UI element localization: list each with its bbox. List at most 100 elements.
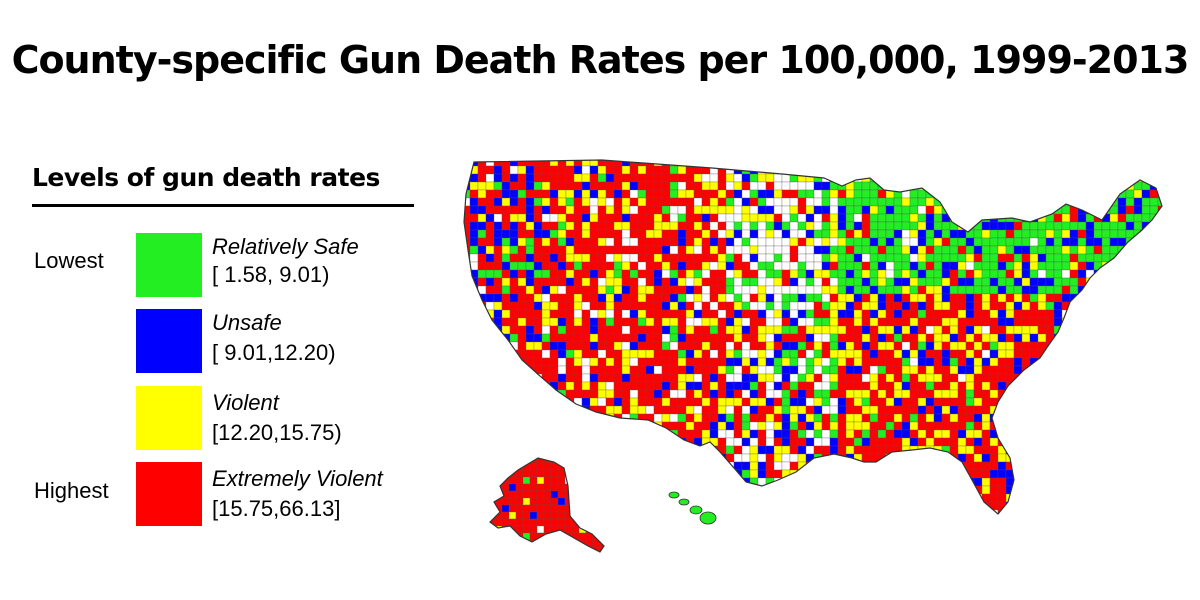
county-cell	[550, 539, 559, 548]
county-cell	[861, 485, 871, 495]
county-cell	[541, 165, 551, 175]
county-cell	[1093, 293, 1103, 303]
county-cell	[965, 493, 975, 503]
county-cell	[957, 373, 967, 383]
county-cell	[629, 205, 639, 215]
county-cell	[592, 462, 601, 471]
county-cell	[805, 493, 815, 503]
county-cell	[581, 453, 591, 463]
county-cell	[1133, 405, 1143, 415]
county-cell	[557, 229, 567, 239]
county-cell	[536, 546, 545, 552]
county-cell	[813, 189, 823, 199]
county-cell	[1085, 509, 1095, 514]
county-cell	[885, 277, 895, 287]
county-cell	[571, 476, 580, 485]
county-cell	[765, 341, 775, 351]
county-cell	[1061, 253, 1071, 263]
county-cell	[589, 365, 599, 375]
county-cell	[564, 546, 573, 552]
county-cell	[578, 518, 587, 527]
county-cell	[677, 205, 687, 215]
county-cell	[877, 269, 887, 279]
county-cell	[813, 261, 823, 271]
county-cell	[629, 477, 639, 487]
county-cell	[573, 181, 583, 191]
county-cell	[925, 205, 935, 215]
county-cell	[571, 483, 580, 492]
county-cell	[605, 477, 615, 487]
county-cell	[581, 413, 591, 423]
county-cell	[757, 501, 767, 511]
county-cell	[629, 325, 639, 335]
county-cell	[757, 317, 767, 327]
county-cell	[965, 173, 975, 183]
county-cell	[749, 301, 759, 311]
county-cell	[781, 501, 791, 511]
county-cell	[578, 546, 587, 552]
county-cell	[669, 421, 679, 431]
county-cell	[1053, 261, 1063, 271]
county-cell	[853, 197, 863, 207]
county-cell	[1021, 221, 1031, 231]
county-cell	[781, 245, 791, 255]
county-cell	[1045, 229, 1055, 239]
county-cell	[693, 469, 703, 479]
county-cell	[533, 389, 543, 399]
county-cell	[909, 197, 919, 207]
county-cell	[637, 365, 647, 375]
county-cell	[613, 229, 623, 239]
county-cell	[989, 173, 999, 183]
county-cell	[989, 365, 999, 375]
county-cell	[653, 405, 663, 415]
county-cell	[533, 245, 543, 255]
county-cell	[685, 413, 695, 423]
county-cell	[509, 309, 519, 319]
county-cell	[685, 173, 695, 183]
county-cell	[1029, 509, 1039, 514]
county-cell	[597, 469, 607, 479]
county-cell	[605, 165, 615, 175]
county-cell	[893, 253, 903, 263]
county-cell	[989, 469, 999, 479]
county-cell	[981, 429, 991, 439]
county-cell	[845, 437, 855, 447]
county-cell	[592, 458, 601, 464]
county-cell	[549, 397, 559, 407]
county-cell	[789, 277, 799, 287]
county-cell	[585, 476, 594, 485]
county-cell	[653, 245, 663, 255]
county-cell	[797, 381, 807, 391]
county-cell	[1125, 197, 1135, 207]
county-cell	[693, 213, 703, 223]
county-cell	[485, 341, 495, 351]
county-cell	[805, 325, 815, 335]
county-cell	[571, 539, 580, 548]
county-cell	[1021, 205, 1031, 215]
county-cell	[693, 373, 703, 383]
county-cell	[869, 165, 879, 175]
county-cell	[661, 333, 671, 343]
county-cell	[893, 493, 903, 503]
county-cell	[693, 205, 703, 215]
county-cell	[653, 461, 663, 471]
county-cell	[493, 301, 503, 311]
county-cell	[549, 357, 559, 367]
county-cell	[1045, 437, 1055, 447]
county-cell	[565, 405, 575, 415]
county-cell	[1117, 253, 1127, 263]
county-cell	[565, 349, 575, 359]
county-cell	[597, 293, 607, 303]
county-cell	[965, 285, 975, 295]
county-cell	[709, 213, 719, 223]
county-cell	[869, 205, 879, 215]
county-cell	[541, 405, 551, 415]
county-cell	[829, 389, 839, 399]
county-cell	[1029, 413, 1039, 423]
county-cell	[1141, 429, 1151, 439]
county-cell	[645, 173, 655, 183]
county-cell	[1157, 213, 1162, 223]
county-cell	[845, 160, 855, 167]
county-cell	[757, 389, 767, 399]
county-cell	[1061, 421, 1071, 431]
